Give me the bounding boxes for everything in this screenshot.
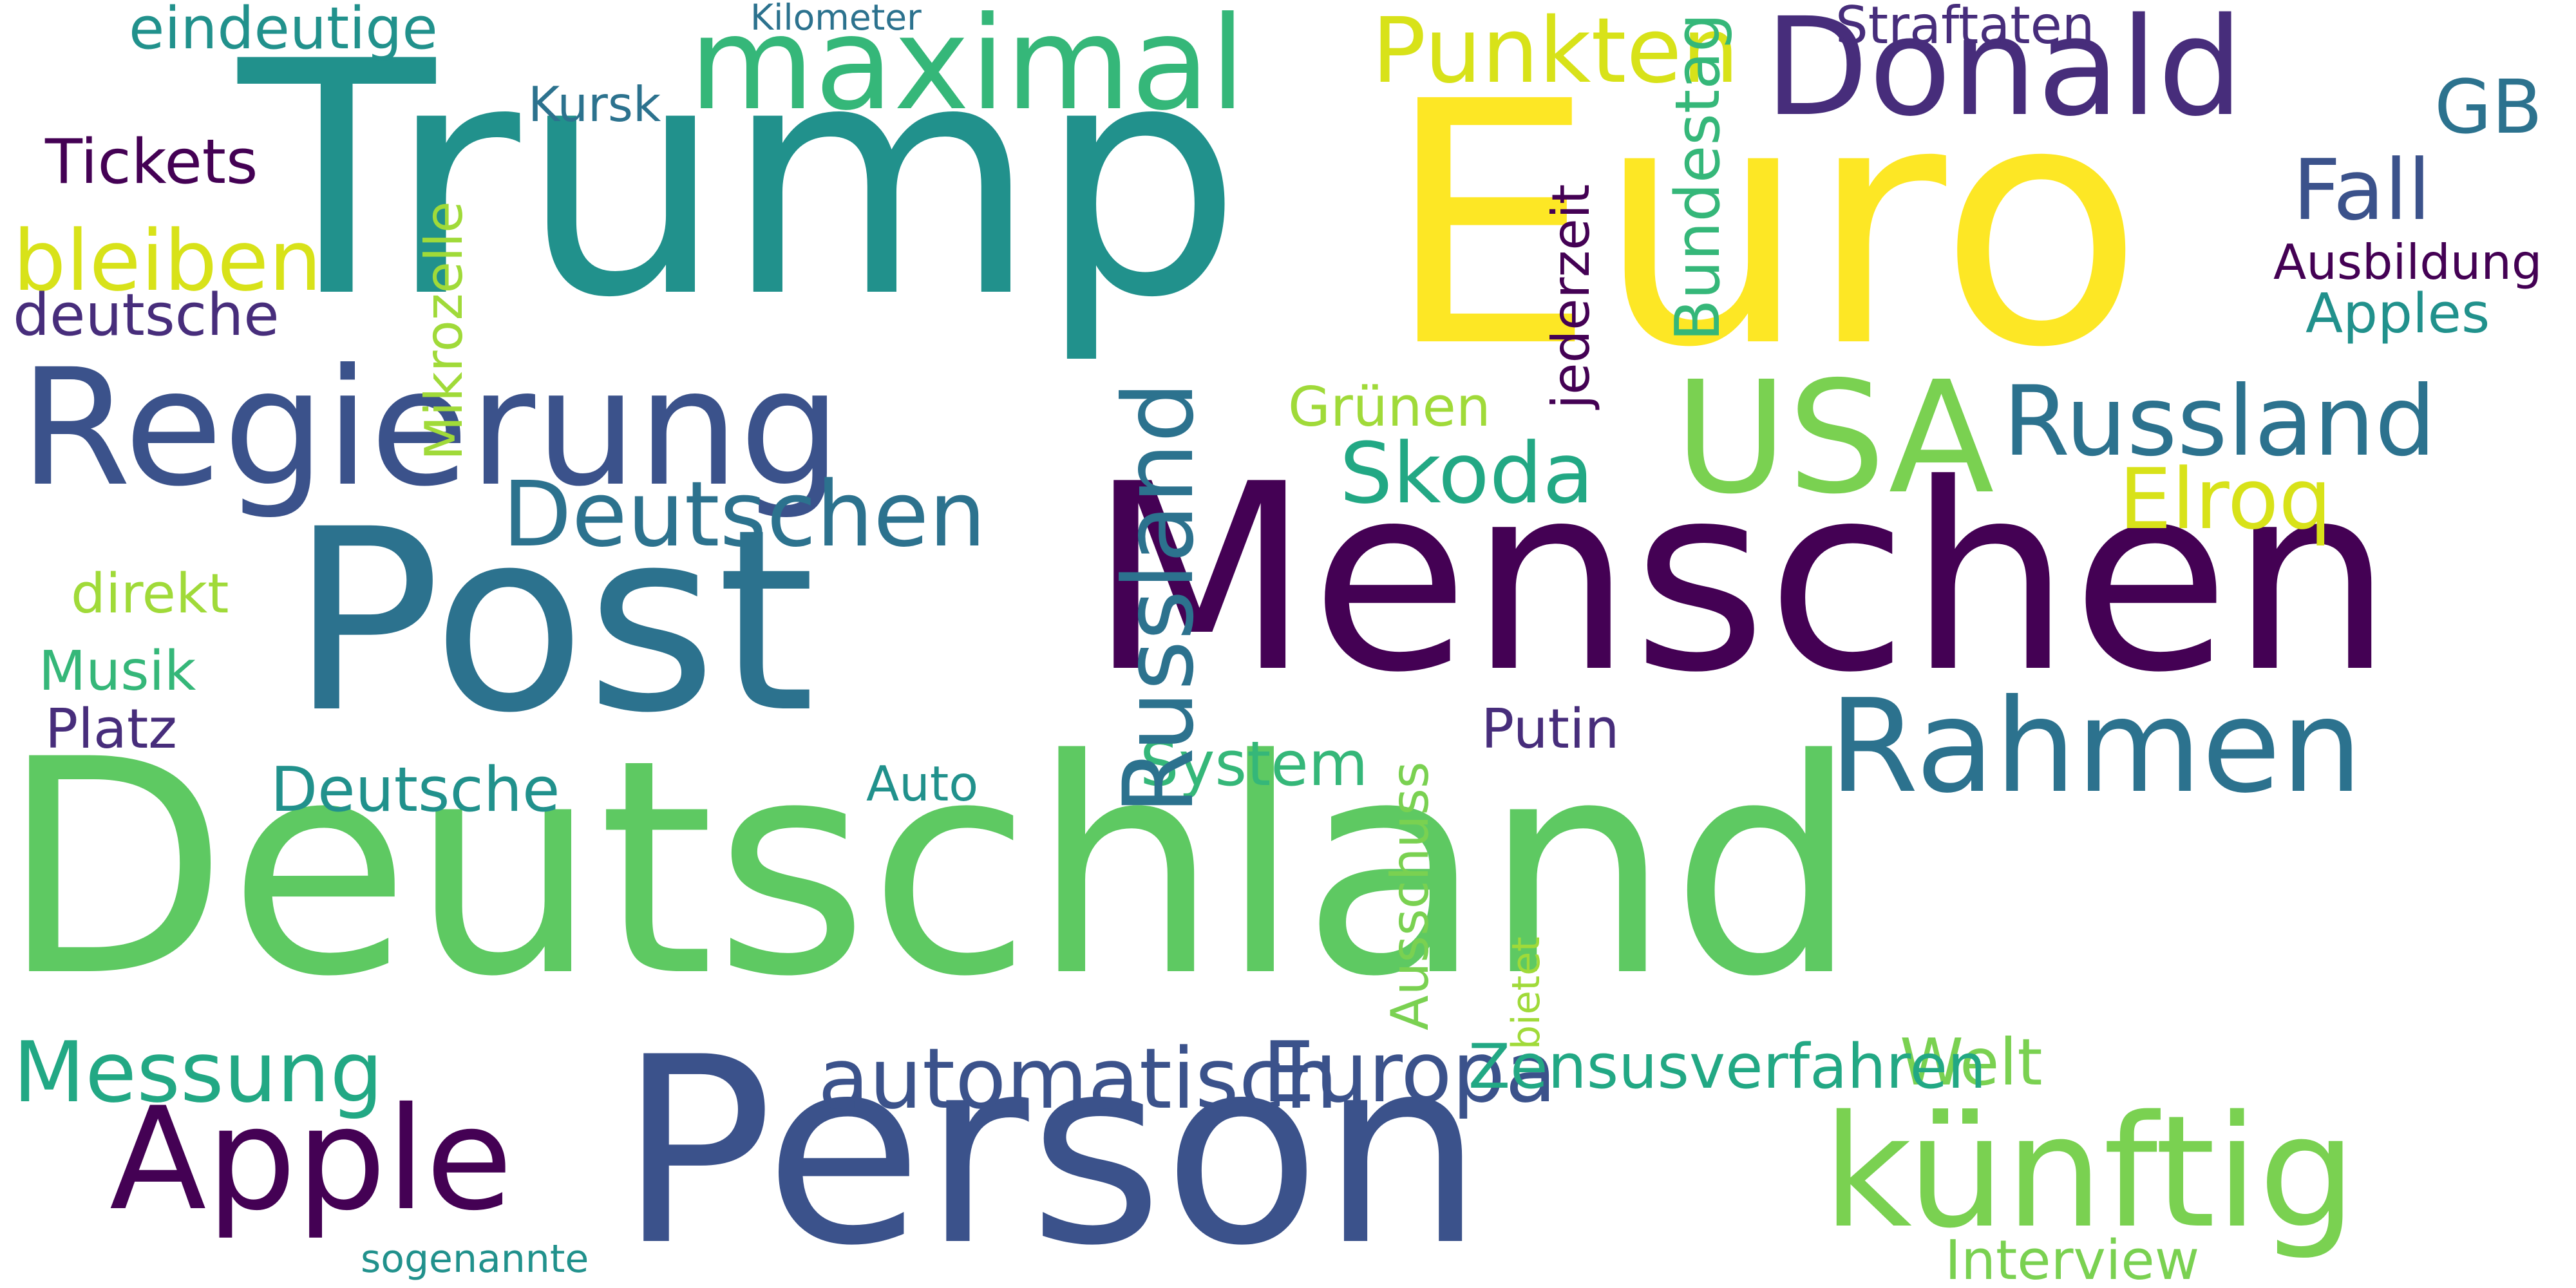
word-friedrich: Zensusverfahren bbox=[1468, 1032, 1987, 1103]
word-apple: Apple bbox=[109, 1077, 513, 1242]
word-eindeutige: eindeutige bbox=[129, 0, 438, 62]
word-kursk: Kursk bbox=[528, 76, 661, 133]
word-platz: Platz bbox=[45, 697, 177, 761]
word-post: Post bbox=[290, 475, 815, 768]
word-musik: Musik bbox=[39, 639, 196, 703]
word-kilometer: Kilometer bbox=[750, 0, 922, 38]
word-elroq: Fall bbox=[2293, 141, 2431, 239]
word-welt: bleiben bbox=[13, 212, 322, 310]
word-direkt: direkt bbox=[71, 562, 229, 626]
word-putin: Putin bbox=[1481, 697, 1620, 761]
word-sogenannte: sogenannte bbox=[361, 1236, 589, 1282]
word-grunen: Grünen bbox=[1288, 375, 1491, 439]
word-deutsche-cap: Deutsche bbox=[270, 755, 560, 826]
word-usa: USA bbox=[1674, 348, 1994, 528]
word-straftaten: Straftaten bbox=[1835, 0, 2095, 55]
word-system: System bbox=[1140, 729, 1368, 800]
word-bleiben: Elroq bbox=[2119, 450, 2332, 548]
word-menschen: Menschen bbox=[1088, 430, 2394, 729]
word-euro: Euro bbox=[1385, 30, 2144, 421]
word-auto: Auto bbox=[866, 755, 979, 812]
word-deutschland: Deutschland bbox=[0, 697, 1859, 1041]
word-deutschen: Russland bbox=[2003, 366, 2436, 478]
word-donald: Donald bbox=[1765, 0, 2244, 146]
word-person: Person bbox=[618, 1003, 1484, 1288]
word-skoda: Punkten bbox=[1372, 0, 1739, 104]
word-regierung: Regierung bbox=[19, 334, 842, 522]
word-messung: Deutschen bbox=[502, 462, 987, 567]
word-maximal: maximal bbox=[689, 0, 1246, 139]
word-gb: GB bbox=[2434, 64, 2543, 151]
word-rahmen: Rahmen bbox=[1829, 672, 2363, 822]
word-fall: Europa bbox=[1262, 1023, 1557, 1121]
word-europa: Skoda bbox=[1340, 424, 1594, 522]
word-apples: Apples bbox=[2306, 282, 2490, 346]
word-automatisch: Messung bbox=[13, 1023, 383, 1121]
word-interview: Interview bbox=[1945, 1229, 2200, 1288]
word-punkten: automatisch bbox=[818, 1030, 1338, 1128]
word-trump: Trump bbox=[238, 0, 1242, 368]
word-zensusverfahren: Welt bbox=[1900, 1025, 2043, 1100]
word-ausbildung: Ausbildung bbox=[2273, 234, 2543, 290]
word-kuenftig: künftig bbox=[1823, 1082, 2357, 1262]
word-tickets: Tickets bbox=[45, 127, 258, 198]
word-deutsche-lower: deutsche bbox=[13, 281, 279, 349]
